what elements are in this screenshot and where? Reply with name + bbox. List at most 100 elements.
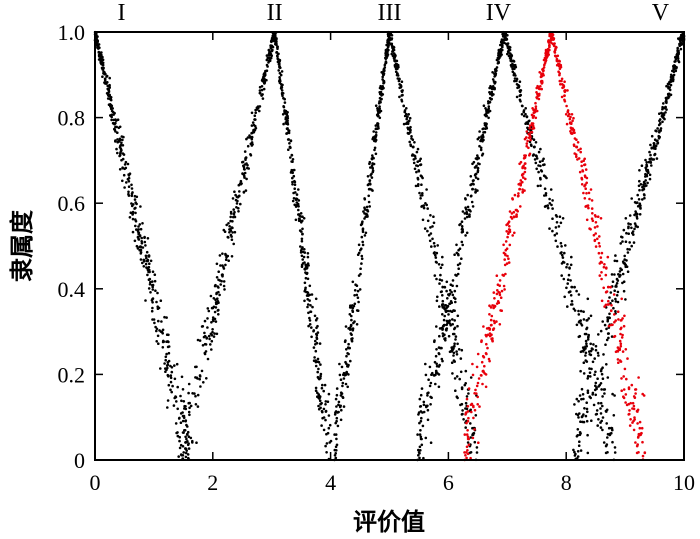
scatter-point [127, 185, 131, 188]
scatter-point [334, 445, 338, 449]
scatter-point [410, 137, 413, 140]
scatter-point [563, 80, 566, 83]
scatter-point [580, 160, 583, 163]
scatter-point [460, 387, 464, 391]
scatter-point [434, 382, 437, 386]
scatter-point [577, 399, 580, 403]
scatter-point [491, 339, 494, 343]
scatter-point [558, 67, 562, 71]
scatter-point [228, 231, 231, 234]
scatter-point [543, 205, 547, 208]
scatter-point [400, 80, 404, 83]
scatter-point [401, 89, 404, 92]
scatter-point [465, 451, 468, 454]
scatter-point [278, 76, 281, 79]
scatter-point [637, 184, 641, 188]
scatter-point [585, 176, 589, 180]
scatter-point [155, 327, 159, 331]
scatter-point [417, 411, 421, 414]
scatter-point [251, 143, 254, 146]
scatter-point [478, 405, 481, 408]
scatter-point [139, 245, 142, 248]
scatter-point [579, 309, 583, 313]
scatter-point [130, 194, 134, 198]
scatter-point [648, 150, 651, 154]
scatter-point [144, 262, 148, 266]
scatter-point [456, 342, 459, 346]
scatter-point [309, 304, 312, 307]
scatter-point [355, 293, 359, 297]
scatter-point [638, 213, 642, 216]
scatter-point [579, 369, 582, 373]
scatter-point [228, 225, 231, 228]
scatter-point [503, 258, 507, 261]
scatter-point [371, 169, 375, 172]
scatter-point [614, 300, 618, 303]
scatter-point [264, 69, 267, 73]
scatter-point [418, 191, 421, 195]
scatter-point [310, 335, 313, 339]
scatter-point [396, 65, 399, 68]
scatter-point [307, 324, 310, 328]
scatter-point [518, 187, 521, 191]
scatter-point [530, 130, 534, 134]
scatter-point [357, 300, 360, 304]
scatter-point [465, 215, 469, 219]
scatter-point [576, 158, 579, 161]
scatter-point [227, 259, 230, 263]
scatter-point [515, 83, 519, 86]
scatter-point [417, 454, 420, 457]
scatter-point [295, 193, 299, 196]
scatter-point [539, 176, 542, 180]
scatter-point [266, 56, 270, 60]
scatter-point [605, 267, 608, 270]
scatter-point [179, 443, 183, 447]
scatter-point [171, 384, 174, 388]
scatter-point [303, 281, 307, 285]
scatter-point [215, 262, 219, 266]
scatter-point [620, 336, 624, 339]
scatter-point [367, 194, 371, 198]
scatter-point [649, 153, 652, 157]
scatter-point [428, 239, 432, 243]
scatter-point [261, 97, 265, 100]
scatter-point [625, 377, 628, 381]
scatter-point [250, 111, 254, 115]
scatter-point [537, 86, 540, 89]
scatter-point [292, 174, 296, 178]
scatter-point [526, 139, 529, 143]
scatter-point [495, 274, 499, 278]
scatter-point [444, 337, 447, 340]
scatter-point [506, 52, 509, 56]
scatter-point [588, 197, 591, 201]
scatter-point [463, 433, 467, 436]
scatter-point [569, 294, 573, 297]
scatter-point [451, 279, 455, 282]
scatter-point [176, 385, 179, 389]
scatter-point [434, 256, 438, 259]
scatter-point [432, 221, 436, 225]
scatter-point [671, 75, 675, 79]
scatter-point [638, 179, 641, 183]
scatter-point [441, 313, 444, 316]
scatter-point [234, 193, 237, 197]
scatter-point [280, 86, 283, 90]
scatter-point [513, 79, 516, 83]
scatter-point [241, 160, 244, 164]
scatter-point [505, 42, 508, 46]
scatter-point [229, 210, 233, 214]
scatter-point [141, 222, 144, 225]
scatter-point [516, 210, 519, 213]
scatter-point [418, 456, 421, 460]
scatter-point [413, 141, 416, 144]
x-axis-title: 评价值 [353, 508, 425, 536]
scatter-point [121, 179, 124, 183]
scatter-point [607, 426, 611, 430]
y-tick-label: 1.0 [58, 20, 86, 45]
scatter-point [301, 250, 305, 254]
scatter-point [315, 333, 319, 337]
scatter-point [465, 212, 469, 216]
scatter-point [572, 129, 575, 132]
scatter-point [586, 410, 589, 414]
scatter-point [139, 227, 143, 231]
